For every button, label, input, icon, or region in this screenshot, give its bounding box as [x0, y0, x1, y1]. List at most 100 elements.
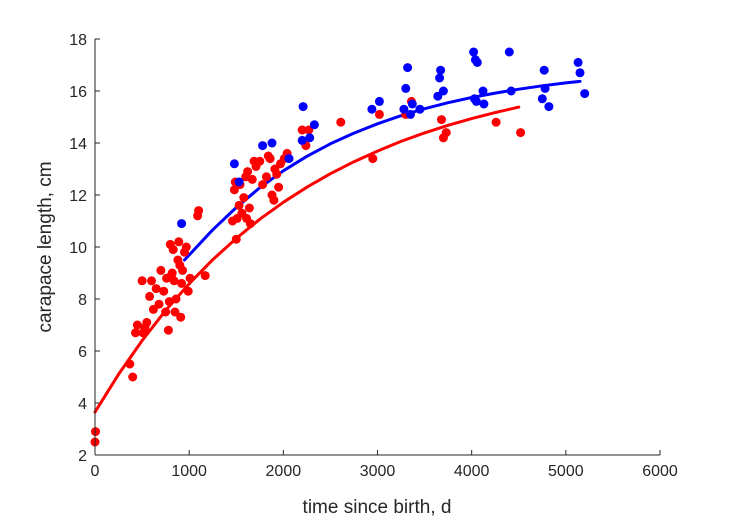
- data-point-series-1: [247, 174, 257, 184]
- data-point-series-2: [478, 86, 488, 96]
- x-tick-label: 6000: [642, 463, 678, 480]
- data-point-series-2: [267, 138, 277, 148]
- y-tick-label: 18: [69, 32, 87, 49]
- data-point-series-2: [435, 73, 445, 83]
- data-point-series-2: [537, 94, 547, 104]
- y-axis-label: carapace length, cm: [35, 161, 56, 332]
- data-point-series-1: [255, 156, 265, 166]
- y-tick-label: 14: [69, 136, 87, 153]
- data-point-series-1: [154, 299, 164, 309]
- data-point-series-2: [399, 104, 409, 114]
- data-point-series-2: [469, 47, 479, 57]
- data-point-series-1: [167, 268, 177, 278]
- data-point-series-2: [374, 96, 384, 106]
- data-point-series-2: [504, 47, 514, 57]
- y-tick-label: 16: [69, 84, 87, 101]
- y-tick-label: 10: [69, 240, 87, 257]
- data-point-series-1: [132, 320, 142, 330]
- data-point-series-2: [401, 83, 411, 93]
- data-point-series-2: [539, 65, 549, 75]
- x-tick-label: 1000: [171, 463, 207, 480]
- data-point-series-2: [309, 120, 319, 130]
- y-tick-label: 6: [78, 344, 87, 361]
- ticks-layer: 0 1000 2000 3000 4000 5000 6000 2 4 6 8 10 12 14 16 18: [69, 32, 678, 480]
- data-point-series-1: [161, 307, 171, 317]
- data-point-series-2: [573, 57, 583, 67]
- data-point-series-2: [297, 135, 307, 145]
- data-point-series-1: [185, 273, 195, 283]
- data-point-series-2: [438, 86, 448, 96]
- data-point-series-2: [234, 177, 244, 187]
- data-point-series-1: [131, 328, 140, 338]
- data-point-series-2: [258, 141, 268, 151]
- data-point-series-1: [159, 286, 169, 296]
- data-point-series-1: [168, 245, 178, 255]
- data-point-series-1: [171, 294, 181, 304]
- data-point-series-2: [298, 102, 308, 112]
- data-point-series-1: [151, 284, 161, 294]
- y-tick-label: 8: [78, 292, 87, 309]
- data-point-series-2: [472, 57, 482, 67]
- data-point-series-2: [506, 86, 516, 96]
- x-tick-label: 5000: [548, 463, 584, 480]
- data-point-series-1: [261, 172, 271, 182]
- fit-curve-series-2: [183, 79, 582, 262]
- data-point-series-1: [336, 117, 346, 127]
- data-point-series-2: [177, 219, 187, 229]
- data-point-series-1: [178, 265, 188, 275]
- data-point-series-1: [244, 203, 254, 213]
- data-point-series-1: [269, 195, 279, 205]
- data-point-series-1: [243, 167, 253, 177]
- data-point-series-1: [258, 180, 268, 190]
- data-point-series-2: [305, 133, 315, 143]
- data-point-series-2: [415, 104, 425, 114]
- data-point-series-2: [367, 104, 377, 114]
- y-tick-label: 2: [78, 448, 87, 465]
- data-point-series-1: [272, 169, 282, 179]
- data-point-series-2: [229, 159, 239, 169]
- data-point-series-1: [231, 234, 241, 244]
- data-point-series-2: [436, 65, 446, 75]
- data-point-series-1: [163, 325, 173, 335]
- data-point-series-1: [170, 307, 180, 317]
- data-point-series-1: [274, 182, 284, 192]
- data-points-layer: [90, 47, 590, 447]
- data-point-series-2: [406, 109, 415, 119]
- data-point-series-1: [265, 154, 275, 164]
- data-point-series-1: [194, 206, 204, 216]
- x-tick-label: 3000: [360, 463, 396, 480]
- data-point-series-2: [479, 99, 489, 109]
- data-point-series-1: [125, 359, 135, 369]
- data-point-series-2: [407, 99, 417, 109]
- data-point-series-1: [145, 291, 155, 301]
- data-point-series-1: [200, 271, 210, 281]
- data-point-series-1: [128, 372, 138, 382]
- data-point-series-1: [142, 317, 152, 327]
- data-point-series-2: [575, 68, 585, 78]
- data-point-series-2: [580, 89, 590, 99]
- x-tick-label: 4000: [454, 463, 490, 480]
- data-point-series-1: [368, 154, 378, 164]
- data-point-series-2: [544, 102, 554, 112]
- data-point-series-1: [137, 276, 147, 286]
- data-point-series-1: [156, 265, 166, 275]
- data-point-series-1: [516, 128, 526, 138]
- data-point-series-1: [441, 128, 451, 138]
- data-point-series-1: [374, 109, 384, 119]
- data-point-series-1: [177, 278, 187, 288]
- y-tick-label: 4: [78, 396, 87, 413]
- data-point-series-2: [540, 83, 550, 93]
- data-point-series-1: [234, 200, 244, 210]
- data-point-series-1: [147, 276, 156, 286]
- data-point-series-2: [471, 96, 481, 106]
- data-point-series-1: [437, 115, 446, 125]
- data-point-series-1: [491, 117, 501, 127]
- x-tick-label: 0: [91, 463, 100, 480]
- data-point-series-1: [245, 219, 255, 229]
- data-point-series-1: [239, 193, 249, 203]
- data-point-series-1: [176, 312, 186, 322]
- x-tick-label: 2000: [266, 463, 302, 480]
- x-axis-label: time since birth, d: [303, 497, 452, 518]
- data-point-series-1: [169, 276, 179, 286]
